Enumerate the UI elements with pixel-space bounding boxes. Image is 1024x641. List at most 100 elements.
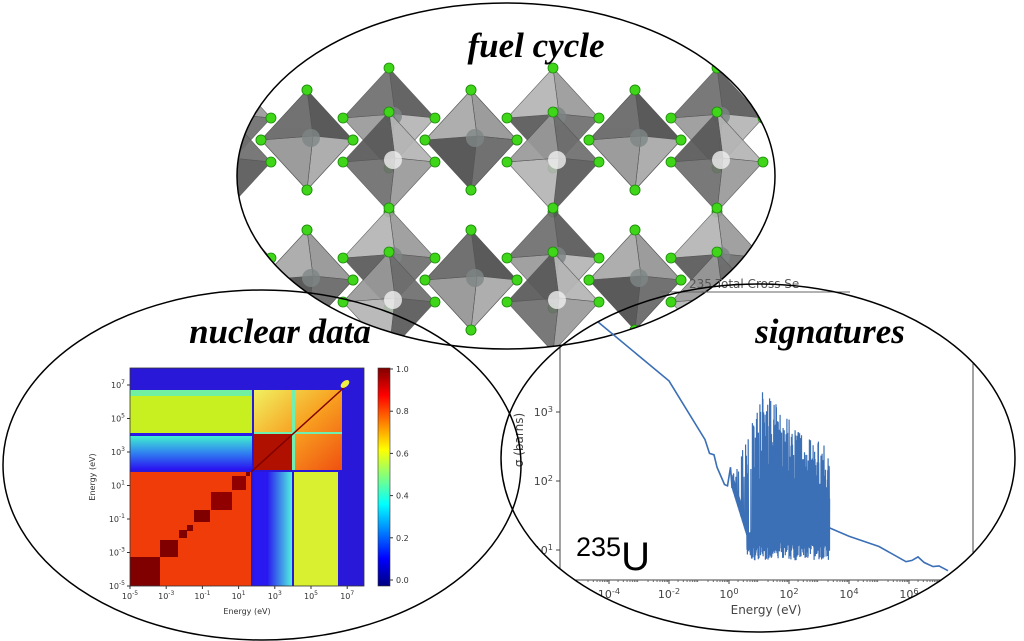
nuclear-data-title: nuclear data [189,312,371,351]
metal-atom [712,151,730,169]
tick-base: 10 [268,592,278,601]
heatmap-block [268,472,292,586]
metal-atom [237,107,238,125]
anion-atom [184,135,194,145]
anion-atom [337,156,349,168]
heatmap-block [232,476,246,490]
octahedron [501,246,605,349]
heatmap-block [246,472,250,476]
anion-atom [138,325,148,335]
tick-exponent: 5 [121,413,125,420]
tick-base: 10 [779,588,793,601]
octahedron [174,111,277,217]
x-tick-label: 100 [719,586,738,601]
anion-atom [501,112,513,124]
anion-atom [255,274,267,286]
heatmap-block [130,390,252,396]
anion-atom [383,202,395,214]
anion-atom [711,202,723,214]
anion-atom [429,112,441,124]
anion-atom [220,203,230,213]
anion-atom [629,224,641,236]
tick-base: 10 [194,592,204,601]
anion-atom [138,185,148,195]
anion-atom [511,134,523,146]
heatmap-x-axis-label: Energy (eV) [223,607,270,616]
anion-atom [138,85,148,95]
heatmap-block [130,557,160,586]
octahedron-face [506,67,560,119]
anion-atom [547,246,559,258]
tick-exponent: -5 [132,590,138,597]
metal-atom [384,151,402,169]
tick-base: 10 [232,592,242,601]
anion-atom [711,302,723,314]
octahedron-face [143,90,189,140]
tick-exponent: 7 [350,590,354,597]
tick-base: 10 [109,515,119,524]
tick-exponent: 5 [314,590,318,597]
tick-base: 10 [111,448,121,457]
anion-atom [593,252,605,264]
anion-atom [184,275,194,285]
octahedron-face [179,114,231,168]
x-tick-label: 105 [304,590,318,601]
heatmap-block [292,390,295,470]
heatmap-block [130,390,252,433]
octahedron [419,84,523,196]
octahedron-face [237,157,272,213]
tick-exponent: -3 [119,547,125,554]
anion-atom [301,184,313,196]
tick-base: 10 [658,588,672,601]
octahedron-face [342,111,396,163]
anion-atom [220,247,230,257]
octahedron-face [97,136,149,190]
anion-atom [665,112,677,124]
octahedron-face [97,276,149,330]
octahedron-face [342,251,396,303]
tick-base: 10 [109,582,119,591]
octahedron [92,225,194,335]
anion-atom [757,296,769,308]
anion-atom [184,135,194,145]
octahedron-face [143,230,189,280]
anion-atom [757,252,769,264]
tick-base: 10 [899,588,913,601]
isotope-label: 235U [576,532,650,579]
anion-atom [711,246,723,258]
tick-base: 10 [111,482,121,491]
metal-atom [138,129,156,147]
tick-exponent: -1 [205,590,211,597]
anion-atom [429,156,441,168]
heatmap-y-axis-label: Energy (eV) [88,453,97,500]
anion-atom [593,296,605,308]
x-tick-label: 104 [839,586,858,601]
anion-atom [383,106,395,118]
nuclear-data-ellipse [2,289,522,641]
anion-atom [174,157,184,167]
octahedron-face [342,67,396,119]
anion-atom [92,275,102,285]
metal-atom [466,129,484,147]
heatmap-block [254,432,342,434]
heatmap-block [254,472,268,586]
colorbar-tick-label: 0.4 [396,492,409,501]
x-tick-label: 102 [779,586,798,601]
tick-exponent: 4 [853,586,858,596]
y-tick-label: 101 [111,480,125,491]
heatmap-block [179,530,187,538]
octahedron-face [670,297,724,349]
anion-atom [92,275,102,285]
x-tick-label: 10-4 [598,586,620,601]
anion-atom [220,207,230,217]
tick-base: 10 [109,549,119,558]
cross-section-curve [589,314,733,488]
colorbar-tick-label: 0.8 [396,407,409,416]
tick-exponent: 0 [733,586,738,596]
tick-base: 10 [111,415,121,424]
tick-exponent: 2 [548,473,553,483]
anion-atom [265,112,277,124]
tick-exponent: 2 [793,586,798,596]
